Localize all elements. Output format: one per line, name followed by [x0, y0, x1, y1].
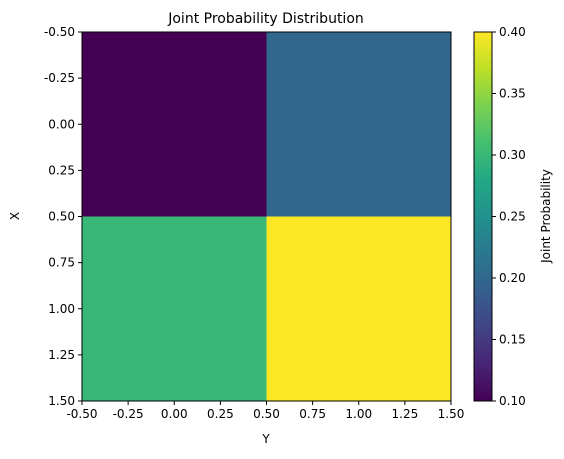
y-axis-label: X — [8, 212, 22, 220]
colorbar-tick-label: 0.35 — [499, 87, 526, 101]
y-tick-label: -0.25 — [44, 71, 75, 85]
y-axis: -0.50 -0.25 0.00 0.25 0.50 0.75 1.00 1.25 1.50 — [44, 25, 82, 408]
heatmap-cell — [82, 216, 267, 401]
colorbar-tick-label: 0.30 — [499, 148, 526, 162]
y-tick-label: 1.00 — [48, 302, 75, 316]
x-tick-label: 0.50 — [253, 407, 280, 421]
colorbar-axis: 0.10 0.15 0.20 0.25 0.30 0.35 0.40 — [492, 25, 526, 408]
colorbar-label: Joint Probability — [539, 169, 553, 264]
colorbar-tick-label: 0.40 — [499, 25, 526, 39]
y-tick-label: 0.25 — [48, 163, 75, 177]
colorbar-tick-label: 0.15 — [499, 333, 526, 347]
colorbar-tick-label: 0.10 — [499, 394, 526, 408]
x-tick-label: 1.25 — [392, 407, 419, 421]
heatmap-cell — [266, 32, 451, 217]
heatmap-cell — [266, 216, 451, 401]
x-tick-label: 1.00 — [345, 407, 372, 421]
colorbar — [473, 31, 493, 402]
y-tick-label: 0.00 — [48, 117, 75, 131]
x-tick-label: 1.50 — [438, 407, 465, 421]
heatmap-cells — [82, 32, 451, 401]
x-tick-label: -0.25 — [113, 407, 144, 421]
x-tick-label: 0.75 — [299, 407, 326, 421]
colorbar-tick-label: 0.20 — [499, 271, 526, 285]
x-tick-label: 0.25 — [207, 407, 234, 421]
y-tick-label: -0.50 — [44, 25, 75, 39]
x-tick-label: 0.00 — [161, 407, 188, 421]
x-axis-label: Y — [261, 432, 270, 446]
heatmap-cell — [82, 32, 267, 217]
y-tick-label: 0.50 — [48, 210, 75, 224]
y-tick-label: 1.25 — [48, 348, 75, 362]
y-tick-label: 1.50 — [48, 394, 75, 408]
colorbar-tick-label: 0.25 — [499, 210, 526, 224]
x-axis: -0.50 -0.25 0.00 0.25 0.50 0.75 1.00 1.25 1.50 — [66, 401, 464, 421]
x-tick-label: -0.50 — [66, 407, 97, 421]
y-tick-label: 0.75 — [48, 256, 75, 270]
chart-title: Joint Probability Distribution — [167, 11, 364, 27]
